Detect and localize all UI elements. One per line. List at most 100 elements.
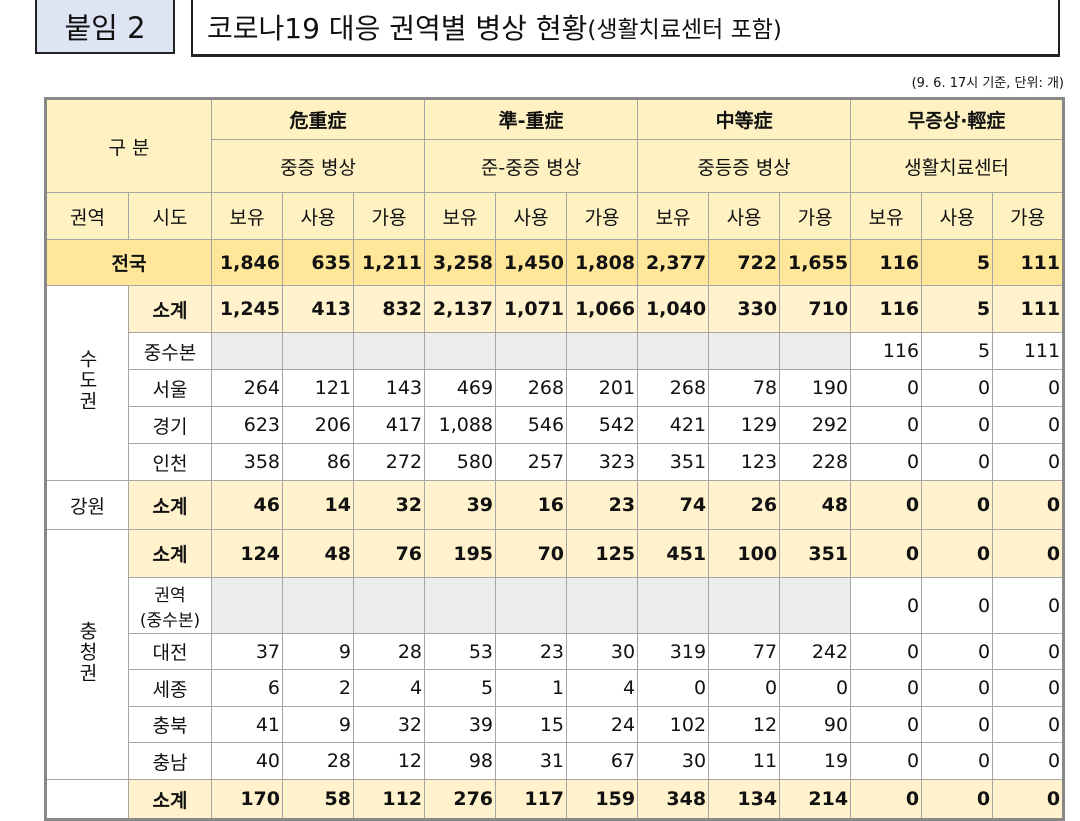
value-cell: 0 [850, 779, 923, 820]
value-cell: 2,377 [637, 239, 710, 286]
value-cell: 0 [921, 529, 994, 578]
col-subheader: 사용 [708, 192, 781, 240]
value-cell: 1,066 [566, 285, 639, 333]
value-cell: 0 [850, 669, 923, 707]
value-cell [566, 332, 639, 370]
value-cell: 0 [850, 480, 923, 530]
value-cell: 214 [779, 779, 852, 820]
value-cell: 78 [708, 369, 781, 407]
value-cell: 1,808 [566, 239, 639, 286]
table-row: 중증 병상 준-중증 병상 중등증 병상 생활치료센터 [45, 139, 1065, 193]
value-cell [352, 577, 426, 634]
value-cell: 121 [282, 369, 354, 407]
value-cell: 4 [352, 669, 426, 707]
group-subheader: 중증 병상 [210, 139, 426, 193]
row-label: 소계 [128, 529, 212, 578]
value-cell: 111 [992, 285, 1065, 333]
value-cell: 0 [850, 633, 923, 670]
note: (9. 6. 17시 기준, 단위: 개) [911, 76, 1064, 91]
value-cell: 195 [424, 529, 497, 578]
value-cell: 1,245 [211, 285, 283, 333]
value-cell: 1,846 [211, 239, 283, 286]
value-cell: 0 [992, 669, 1065, 707]
value-cell: 0 [708, 669, 781, 707]
value-cell: 53 [424, 633, 497, 670]
value-cell: 0 [921, 779, 994, 820]
value-cell: 0 [992, 480, 1065, 530]
value-cell: 3,258 [424, 239, 497, 286]
row-label: 전국 [45, 239, 212, 286]
value-cell [424, 577, 497, 634]
value-cell: 264 [211, 369, 283, 407]
value-cell: 0 [850, 742, 923, 780]
value-cell: 0 [850, 369, 923, 407]
col-subheader: 보유 [424, 192, 497, 240]
value-cell: 0 [921, 480, 994, 530]
value-cell: 0 [921, 742, 994, 780]
row-label: 소계 [128, 285, 212, 333]
table-row: 전국 1,846 635 1,211 3,258 1,450 1,808 2,377 722 1,… [45, 239, 1065, 286]
value-cell: 358 [211, 443, 283, 481]
value-cell: 1,450 [495, 239, 568, 286]
value-cell: 417 [352, 406, 426, 444]
value-cell [282, 577, 354, 634]
table-row: 대전 37 9 28 53 23 30 319 77 242 0 0 0 [46, 633, 1065, 670]
value-cell: 1,088 [424, 406, 497, 444]
value-cell: 542 [566, 406, 639, 444]
row-label: 중수본 [128, 332, 212, 370]
col-subheader: 가용 [779, 192, 852, 240]
value-cell: 12 [708, 706, 781, 743]
value-cell: 90 [779, 706, 852, 743]
title-suffix: (생활치료센터 포함) [587, 16, 782, 43]
value-cell [779, 577, 852, 634]
value-cell: 39 [424, 706, 497, 743]
value-cell: 546 [495, 406, 568, 444]
value-cell: 5 [424, 669, 497, 707]
region-label [45, 779, 129, 820]
value-cell: 190 [779, 369, 852, 407]
value-cell: 6 [211, 669, 283, 707]
value-cell: 1 [495, 669, 568, 707]
value-cell: 0 [921, 577, 994, 634]
title: 코로나19 대응 권역별 병상 현황 [207, 11, 588, 45]
value-cell: 28 [282, 742, 354, 780]
value-cell: 116 [850, 285, 923, 333]
value-cell: 117 [495, 779, 568, 820]
table-row: 서울 264 121 143 469 268 201 268 78 190 0 0 0 [46, 369, 1065, 407]
value-cell: 1,040 [637, 285, 710, 333]
value-cell: 257 [495, 443, 568, 481]
group-header: 危重症 [210, 98, 426, 140]
table-row: 충북 41 9 32 39 15 24 102 12 90 0 0 0 [46, 706, 1065, 743]
group-header: 準-重症 [424, 98, 639, 140]
value-cell: 0 [637, 669, 710, 707]
col-subheader: 보유 [211, 192, 283, 240]
value-cell: 124 [211, 529, 283, 578]
value-cell: 0 [850, 443, 923, 481]
value-cell: 0 [921, 633, 994, 670]
table-row: 권역 시도 보유 사용 가용 보유 사용 가용 보유 사용 가용 보유 사용 가용 [45, 192, 1065, 240]
value-cell: 0 [992, 633, 1065, 670]
value-cell: 469 [424, 369, 497, 407]
group-subheader: 생활치료센터 [850, 139, 1065, 193]
value-cell: 0 [850, 529, 923, 578]
value-cell: 30 [637, 742, 710, 780]
table-row: 인천 358 86 272 580 257 323 351 123 228 0 0 0 [46, 443, 1065, 481]
value-cell: 100 [708, 529, 781, 578]
value-cell: 16 [495, 480, 568, 530]
value-cell: 116 [850, 332, 923, 370]
value-cell: 28 [352, 633, 426, 670]
value-cell: 37 [211, 633, 283, 670]
value-cell: 4 [566, 669, 639, 707]
value-cell [637, 577, 710, 634]
value-cell: 48 [779, 480, 852, 530]
value-cell: 14 [282, 480, 354, 530]
value-cell: 31 [495, 742, 568, 780]
value-cell: 125 [566, 529, 639, 578]
value-cell: 0 [850, 706, 923, 743]
value-cell: 580 [424, 443, 497, 481]
value-cell: 0 [850, 406, 923, 444]
value-cell [211, 577, 283, 634]
value-cell: 40 [211, 742, 283, 780]
value-cell: 9 [282, 633, 354, 670]
row-label: 소계 [128, 779, 212, 820]
